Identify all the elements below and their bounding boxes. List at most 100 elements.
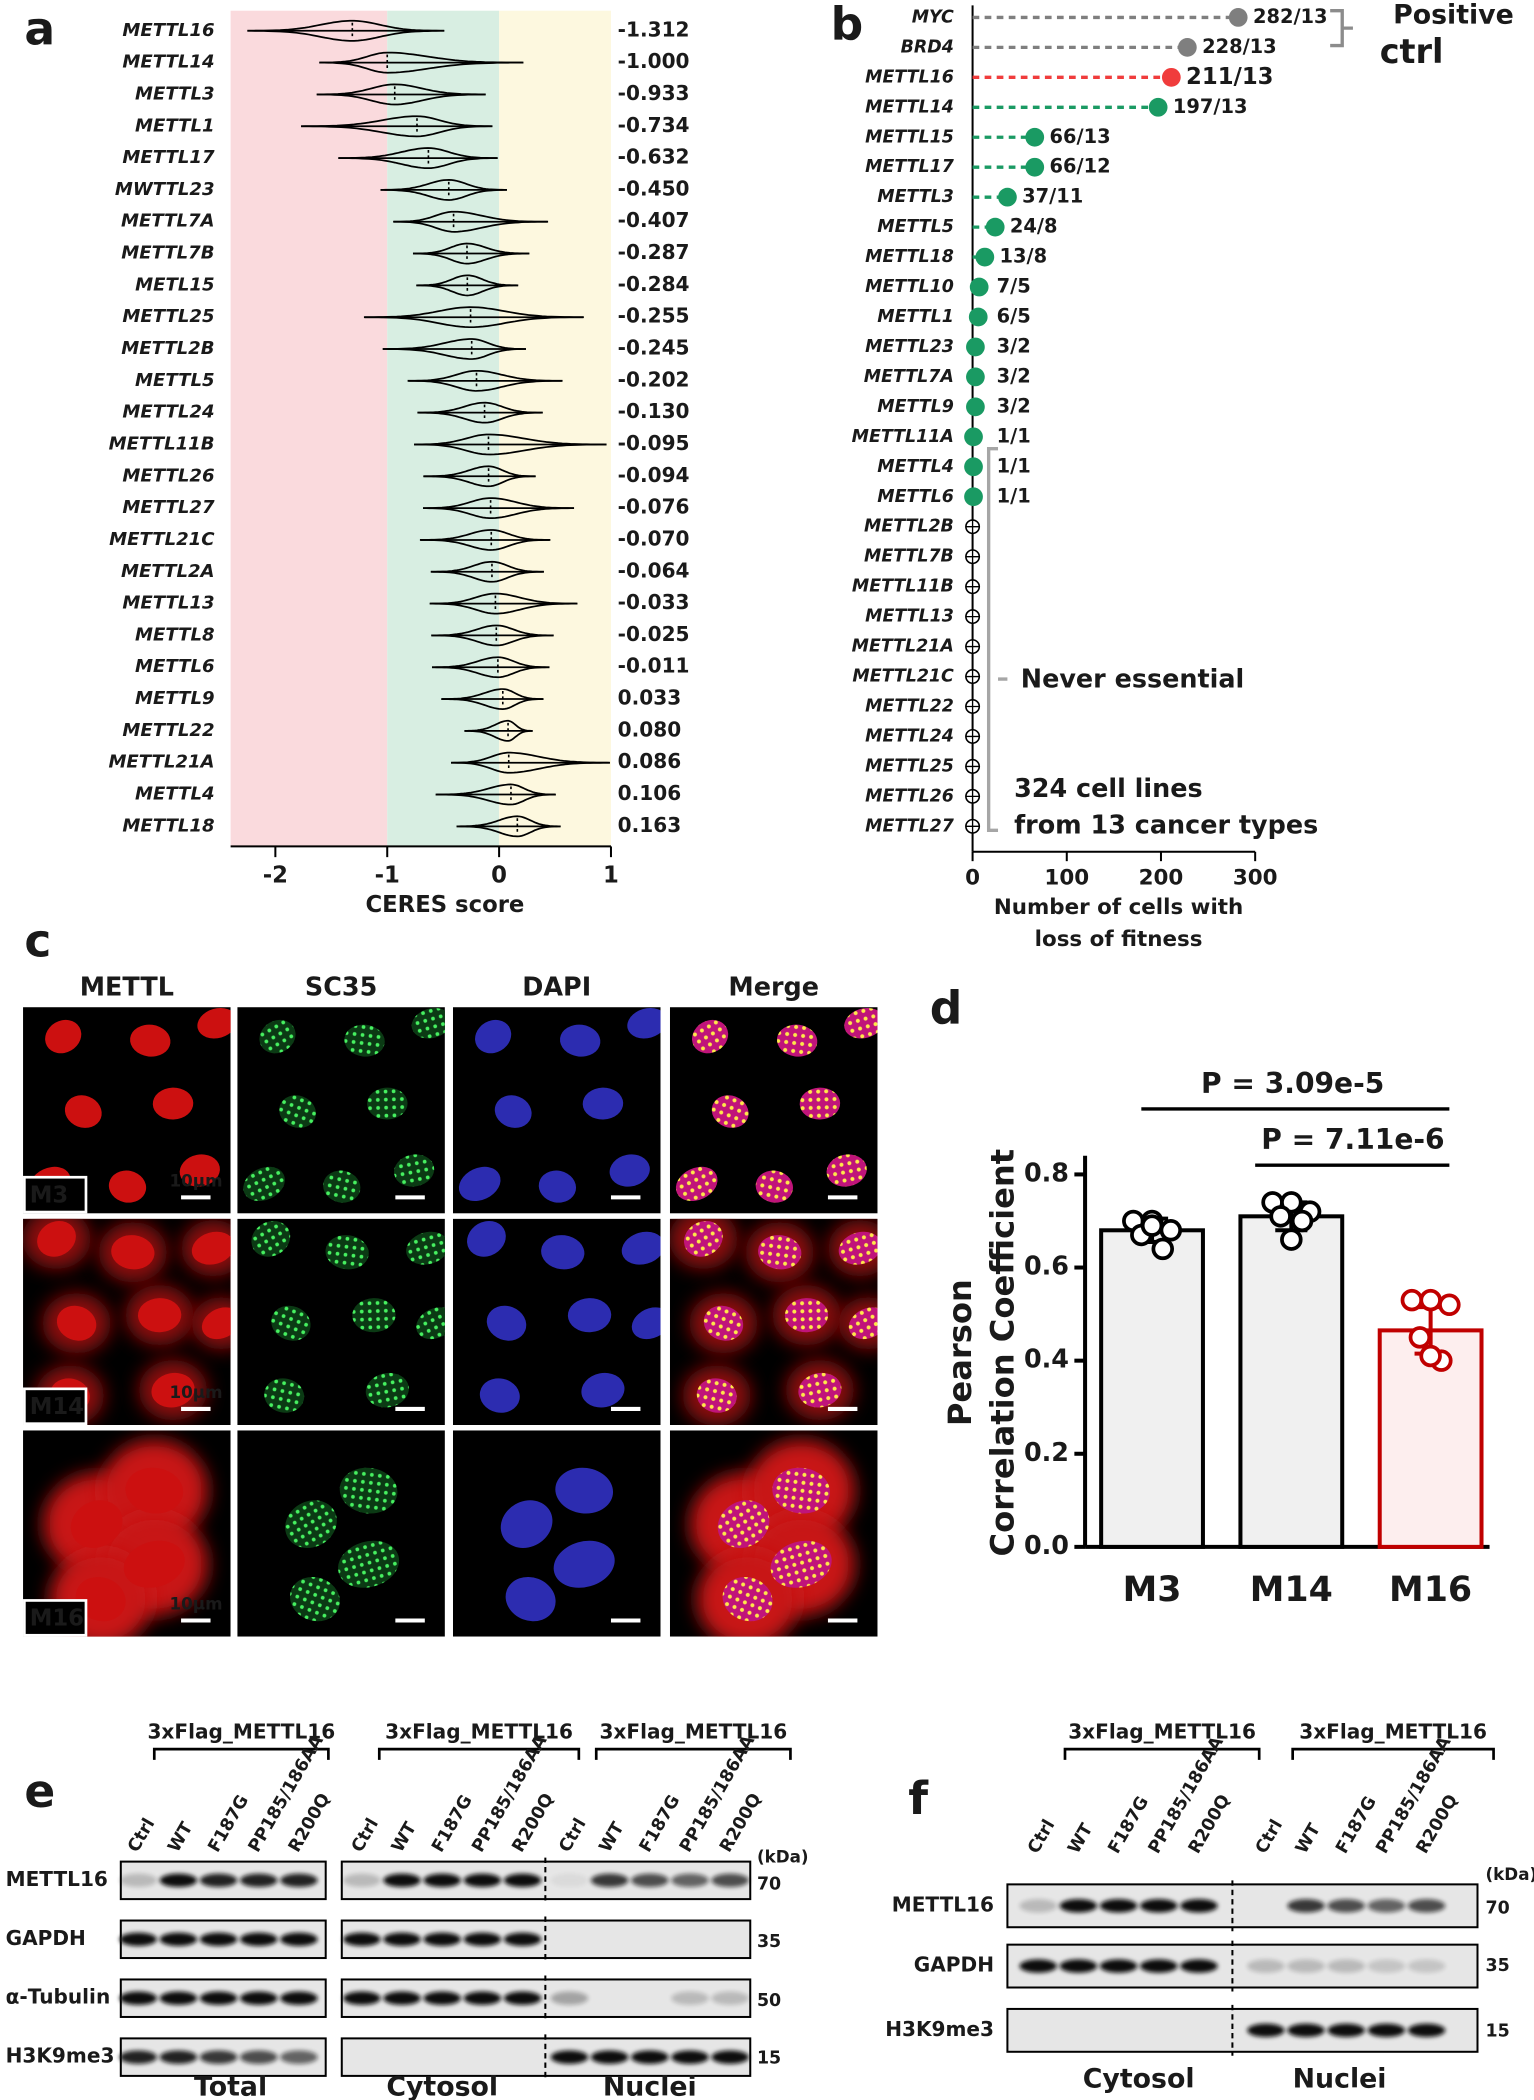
- band: [239, 2050, 278, 2064]
- nucleus: [541, 1235, 585, 1270]
- violin: [247, 19, 445, 42]
- band: [1247, 1959, 1285, 1973]
- lane-label: Ctrl: [124, 1815, 159, 1856]
- row-label: GAPDH: [6, 1926, 86, 1950]
- band: [1287, 2023, 1325, 2038]
- band: [159, 2050, 198, 2064]
- value-label: -0.287: [618, 240, 690, 264]
- value-label: -1.312: [618, 17, 690, 41]
- value-label: 0.033: [618, 686, 682, 710]
- lollipop-dot: [1228, 8, 1248, 27]
- panel-label: f: [908, 1772, 929, 1825]
- construct-label: 3xFlag_METTL16: [1299, 1720, 1487, 1744]
- x-tick-label: -1: [375, 862, 400, 888]
- marker-cross: [965, 639, 980, 654]
- nucleus: [243, 1166, 285, 1202]
- nucleus: [151, 1372, 195, 1408]
- value-label: -0.094: [618, 463, 690, 487]
- nucleus: [494, 1095, 532, 1128]
- band: [383, 1873, 421, 1888]
- value-label: 3/2: [997, 334, 1031, 357]
- value-label: 24/8: [1010, 215, 1058, 238]
- value-label: -0.011: [618, 654, 690, 678]
- violin: [382, 338, 526, 360]
- band: [119, 2050, 157, 2064]
- y-tick-label: 0.4: [1024, 1344, 1069, 1374]
- nucleus: [111, 1235, 155, 1270]
- gene-label: BRD4: [901, 37, 954, 57]
- significance-label: P = 7.11e-6: [1261, 1123, 1444, 1156]
- nucleus: [559, 1024, 601, 1057]
- band: [671, 1873, 709, 1888]
- gene-label: METTL21A: [852, 637, 954, 657]
- nucleus: [505, 1576, 556, 1622]
- value-label: 228/13: [1202, 35, 1277, 58]
- nucleus: [717, 1500, 770, 1548]
- value-label: 0.086: [618, 749, 682, 773]
- kda-unit: (kDa): [757, 1847, 809, 1867]
- band: [199, 1873, 238, 1888]
- nucleus: [722, 1576, 773, 1622]
- nucleus: [467, 1220, 506, 1257]
- y-tick-label: 0.2: [1024, 1437, 1069, 1467]
- value-label: -0.076: [618, 495, 690, 519]
- row-label: GAPDH: [914, 1953, 994, 1977]
- significance-label: P = 3.09e-5: [1201, 1067, 1384, 1100]
- gene-label: METTL24: [122, 402, 214, 423]
- band: [1367, 2023, 1406, 2038]
- band: [1019, 1959, 1057, 1973]
- nucleus: [279, 1095, 316, 1128]
- gene-label: METTL16: [122, 20, 214, 41]
- value-label: 7/5: [997, 275, 1031, 298]
- row-label: METTL16: [6, 1867, 108, 1891]
- x-tick-label: 0: [491, 862, 507, 888]
- band: [1327, 2023, 1365, 2038]
- nucleus: [152, 1087, 194, 1120]
- band: [1247, 2023, 1285, 2038]
- band: [1019, 1899, 1057, 1913]
- violin: [319, 51, 524, 74]
- kda-marker: 35: [1486, 1956, 1510, 1976]
- nucleus: [567, 1298, 612, 1333]
- violin: [423, 465, 536, 488]
- marker-cross: [965, 789, 980, 804]
- gene-label: METTL18: [122, 815, 214, 836]
- blot-box: [1006, 2007, 1479, 2053]
- row-tag-box: [23, 1599, 88, 1637]
- lollipop-dot: [1161, 67, 1181, 87]
- lane-label: WT: [1064, 1820, 1097, 1857]
- violin: [419, 529, 551, 551]
- kda-marker: 15: [757, 2048, 781, 2068]
- band: [343, 1932, 381, 1946]
- bracket: [1291, 1747, 1495, 1760]
- nucleus: [555, 1467, 614, 1514]
- gene-label: METTL1: [877, 307, 954, 327]
- violin: [429, 592, 578, 615]
- nucleus: [123, 1540, 185, 1588]
- nucleus: [56, 1305, 97, 1341]
- gene-label: METTL27: [122, 497, 215, 518]
- gene-label: METTL24: [865, 726, 954, 746]
- value-label: -0.025: [618, 622, 690, 646]
- lollipop-dot: [1177, 37, 1197, 57]
- gene-label: METTL25: [865, 756, 954, 776]
- value-label: 1/1: [997, 454, 1031, 477]
- band: [159, 1991, 198, 2005]
- nucleus: [772, 1467, 830, 1514]
- gene-label: METL15: [135, 274, 214, 295]
- lollipop-dot: [969, 277, 989, 297]
- nucleus: [553, 1540, 615, 1588]
- nucleus: [125, 1467, 184, 1514]
- gene-label: METTL16: [865, 67, 954, 87]
- x-tick-label: 300: [1233, 866, 1278, 891]
- marker-cross: [965, 759, 980, 774]
- band: [671, 1991, 709, 2005]
- fraction-label: Nuclei: [1293, 2063, 1387, 2094]
- band: [631, 2050, 669, 2064]
- value-label: 3/2: [997, 364, 1031, 387]
- nucleus: [703, 1305, 744, 1341]
- band: [1327, 1959, 1365, 1973]
- gene-label: METTL5: [877, 217, 954, 237]
- gene-label: METTL22: [865, 696, 954, 716]
- value-label: 3/2: [997, 394, 1031, 417]
